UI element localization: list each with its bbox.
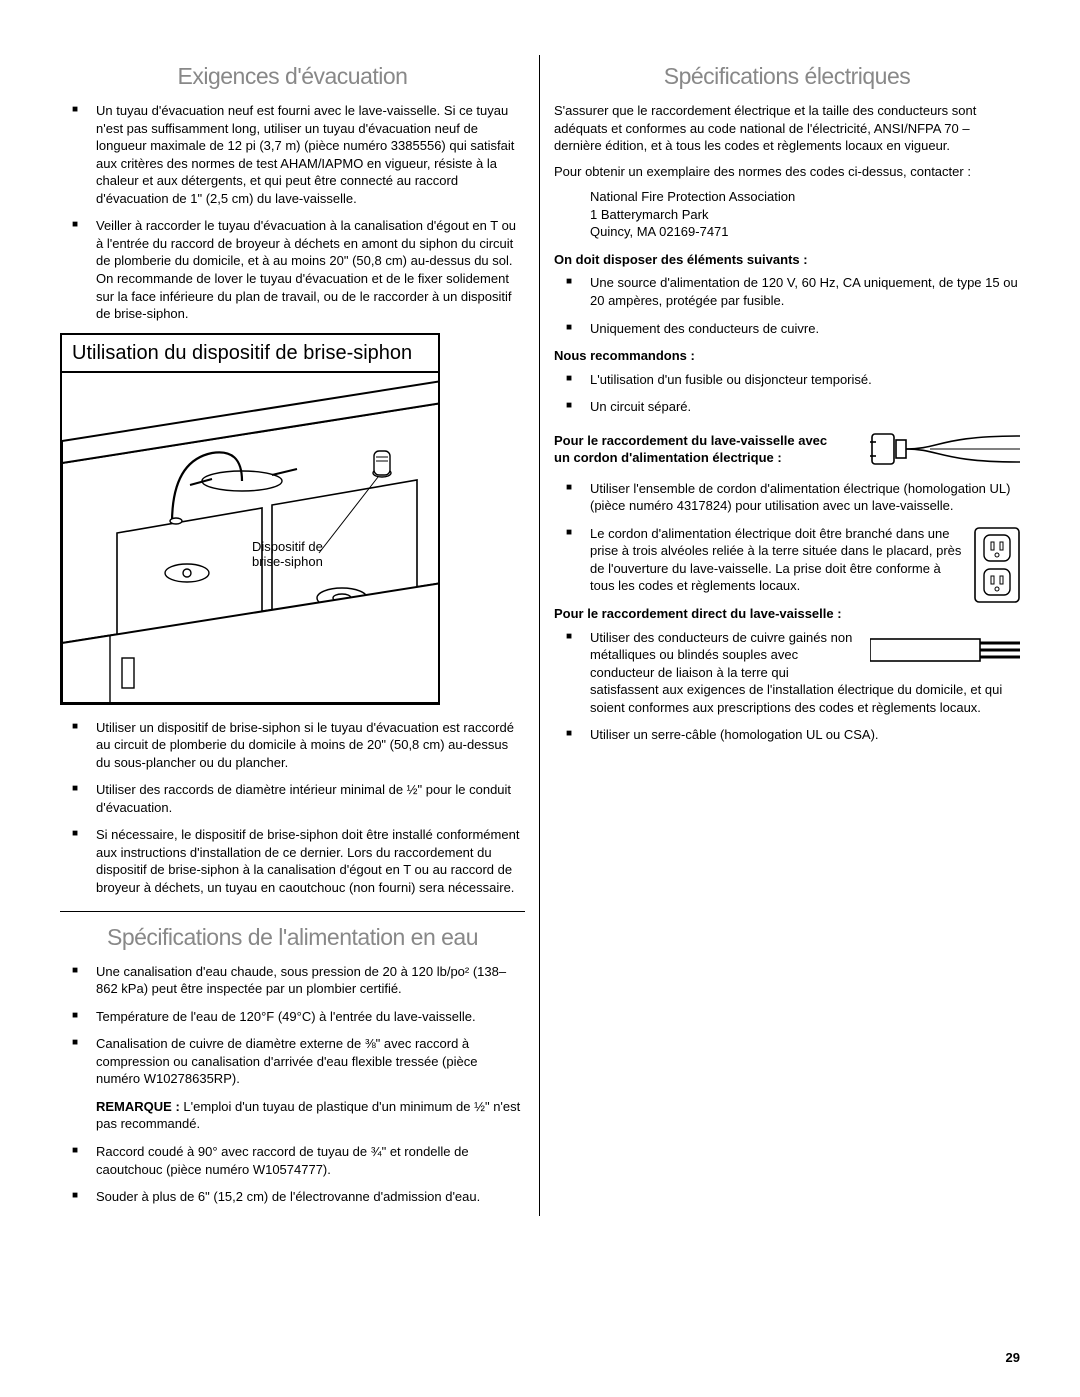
figure-label-line1: Dispositif de	[252, 539, 323, 554]
drain-bullets-top: Un tuyau d'évacuation neuf est fourni av…	[60, 102, 525, 323]
cord-bullets: Utiliser l'ensemble de cordon d'alimenta…	[554, 480, 1020, 595]
list-item: L'utilisation d'un fusible ou disjoncteu…	[576, 371, 1020, 389]
must-have-label: On doit disposer des éléments suivants :	[554, 251, 1020, 269]
water-spec-title: Spécifications de l'alimentation en eau	[60, 922, 525, 953]
list-item: Raccord coudé à 90° avec raccord de tuya…	[82, 1143, 525, 1178]
left-column: Exigences d'évacuation Un tuyau d'évacua…	[60, 55, 540, 1216]
recommend-list: L'utilisation d'un fusible ou disjoncteu…	[554, 371, 1020, 416]
electrical-spec-title: Spécifications électriques	[554, 61, 1020, 92]
list-item: Une canalisation d'eau chaude, sous pres…	[82, 963, 525, 998]
cord-bullet-2-text: Le cordon d'alimentation électrique doit…	[590, 526, 961, 594]
divider	[60, 911, 525, 912]
list-item: Une source d'alimentation de 120 V, 60 H…	[576, 274, 1020, 309]
direct-bullets: Utiliser des conducteurs de cuivre gainé…	[554, 629, 1020, 744]
drain-requirements-title: Exigences d'évacuation	[60, 61, 525, 92]
drain-bullets-bottom: Utiliser un dispositif de brise-siphon s…	[60, 719, 525, 897]
recommend-label: Nous recommandons :	[554, 347, 1020, 365]
direct-label: Pour le raccordement direct du lave-vais…	[554, 605, 844, 623]
figure-body: Dispositif de brise-siphon	[62, 373, 438, 703]
list-item: Utiliser des conducteurs de cuivre gainé…	[576, 629, 1020, 717]
contact-address: National Fire Protection Association 1 B…	[554, 188, 1020, 241]
list-item: Utiliser des raccords de diamètre intéri…	[82, 781, 525, 816]
list-item: Un circuit séparé.	[576, 398, 1020, 416]
list-item: Uniquement des conducteurs de cuivre.	[576, 320, 1020, 338]
electrical-intro-2: Pour obtenir un exemplaire des normes de…	[554, 163, 1020, 181]
remark-label: REMARQUE :	[96, 1099, 180, 1114]
list-item: Un tuyau d'évacuation neuf est fourni av…	[82, 102, 525, 207]
list-item: Utiliser un serre-câble (homologation UL…	[576, 726, 1020, 744]
cord-section: Pour le raccordement du lave-vaisselle a…	[554, 426, 1020, 480]
list-item: Le cordon d'alimentation électrique doit…	[576, 525, 1020, 595]
electrical-intro-1: S'assurer que le raccordement électrique…	[554, 102, 1020, 155]
page-number: 29	[1006, 1349, 1020, 1367]
figure-label-line2: brise-siphon	[252, 554, 323, 569]
list-item: Utiliser l'ensemble de cordon d'alimenta…	[576, 480, 1020, 515]
air-gap-figure: Utilisation du dispositif de brise-sipho…	[60, 333, 440, 705]
list-item: Souder à plus de 6" (15,2 cm) de l'élect…	[82, 1188, 525, 1206]
list-item: Canalisation de cuivre de diamètre exter…	[82, 1035, 525, 1088]
water-bullets: Une canalisation d'eau chaude, sous pres…	[60, 963, 525, 1088]
list-item: Veiller à raccorder le tuyau d'évacuatio…	[82, 217, 525, 322]
figure-caption: Utilisation du dispositif de brise-sipho…	[62, 335, 438, 373]
right-column: Spécifications électriques S'assurer que…	[540, 55, 1020, 1216]
list-item: Si nécessaire, le dispositif de brise-si…	[82, 826, 525, 896]
outlet-icon	[974, 527, 1020, 603]
list-item: Température de l'eau de 120°F (49°C) à l…	[82, 1008, 525, 1026]
cord-label: Pour le raccordement du lave-vaisselle a…	[554, 432, 844, 467]
water-bullets-after: Raccord coudé à 90° avec raccord de tuya…	[60, 1143, 525, 1206]
plug-cord-icon	[870, 428, 1020, 474]
wire-icon	[870, 631, 1020, 671]
list-item: Utiliser un dispositif de brise-siphon s…	[82, 719, 525, 772]
remark: REMARQUE : L'emploi d'un tuyau de plasti…	[60, 1098, 525, 1133]
must-have-list: Une source d'alimentation de 120 V, 60 H…	[554, 274, 1020, 337]
